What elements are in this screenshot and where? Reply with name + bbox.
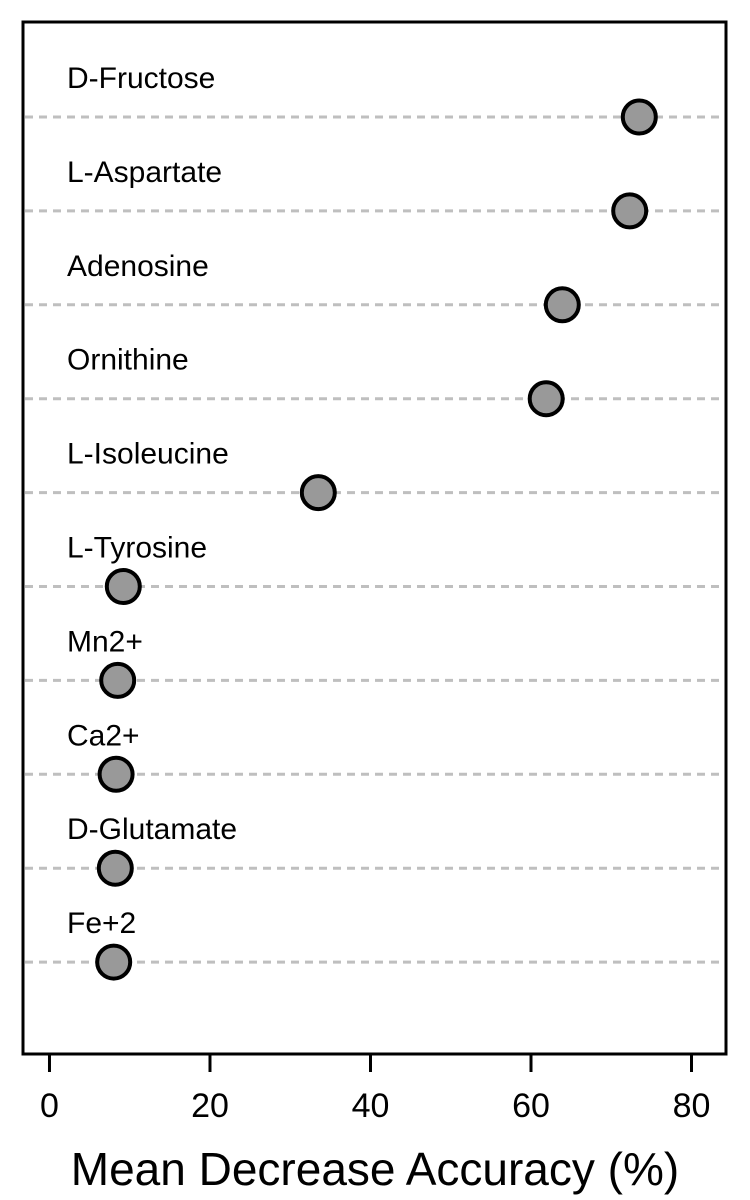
x-tick-label: 60 xyxy=(512,1087,550,1125)
data-point xyxy=(97,755,135,793)
data-point xyxy=(543,286,581,324)
category-label: Ca2+ xyxy=(67,719,140,752)
data-point xyxy=(95,943,133,981)
data-point xyxy=(611,192,649,230)
data-point xyxy=(620,98,658,136)
x-tick-label: 20 xyxy=(191,1087,229,1125)
category-label: Fe+2 xyxy=(67,907,136,940)
data-point xyxy=(527,380,565,418)
x-axis: 0 20 40 60 80 xyxy=(40,1052,711,1125)
category-label: L-Tyrosine xyxy=(67,532,207,565)
plot-frame xyxy=(21,20,728,1056)
data-points xyxy=(95,98,658,981)
category-labels: D-Fructose L-Aspartate Adenosine Ornithine L… xyxy=(67,62,237,940)
category-label: L-Isoleucine xyxy=(67,438,229,471)
category-label: D-Glutamate xyxy=(67,813,237,846)
category-label: D-Fructose xyxy=(67,62,215,95)
category-label: L-Aspartate xyxy=(67,156,222,189)
category-label: Adenosine xyxy=(67,250,209,283)
data-point xyxy=(99,661,137,699)
data-point xyxy=(96,849,134,887)
data-point xyxy=(104,568,142,605)
category-label: Ornithine xyxy=(67,344,189,377)
x-tick-label: 80 xyxy=(673,1087,711,1125)
x-tick-label: 40 xyxy=(352,1087,390,1125)
category-label: Mn2+ xyxy=(67,625,143,658)
x-tick-label: 0 xyxy=(40,1087,59,1125)
x-axis-title: Mean Decrease Accuracy (%) xyxy=(71,1143,679,1195)
data-point xyxy=(299,474,337,512)
